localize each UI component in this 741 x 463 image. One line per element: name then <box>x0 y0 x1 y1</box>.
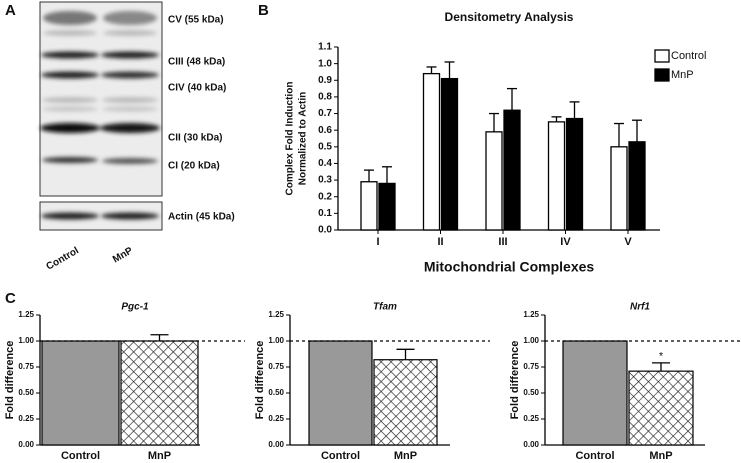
legend-swatch <box>654 68 670 82</box>
y-tick-label: 1.0 <box>318 58 332 69</box>
bar <box>120 340 199 446</box>
panel-label: C <box>5 290 16 307</box>
band-label: CI (20 kDa) <box>168 161 220 172</box>
panel-label: B <box>258 2 269 19</box>
x-tick-label: II <box>437 236 443 248</box>
band-label: CV (55 kDa) <box>168 15 224 26</box>
y-tick-label: 0.4 <box>318 158 332 169</box>
y-tick-label: 0.2 <box>318 191 332 202</box>
bar <box>41 340 120 446</box>
y-tick-label: 0.75 <box>18 362 34 371</box>
y-tick-label: 1.25 <box>523 310 539 319</box>
y-tick-label: 0.50 <box>18 388 34 397</box>
western-blot <box>39 1 163 231</box>
bar <box>440 77 459 231</box>
bar <box>373 359 438 446</box>
bar <box>547 121 566 231</box>
bar <box>565 117 584 231</box>
y-tick-label: 0.3 <box>318 175 332 186</box>
band-label: CIII (48 kDa) <box>168 57 225 68</box>
y-tick-label: 0.75 <box>523 362 539 371</box>
y-tick-label: 1.25 <box>268 310 284 319</box>
y-tick-label: 0.0 <box>318 225 332 236</box>
y-tick-label: 0.75 <box>268 362 284 371</box>
chart-title: Tfam <box>373 302 397 313</box>
y-tick-label: 0.00 <box>523 440 539 449</box>
y-axis-title: Normalized to Actin <box>298 92 309 186</box>
band-label: CII (30 kDa) <box>168 133 222 144</box>
bar <box>503 109 521 231</box>
y-tick-label: 0.00 <box>18 440 34 449</box>
y-tick-label: 0.50 <box>268 388 284 397</box>
chart-title: Pgc-1 <box>121 302 149 313</box>
x-tick-label: MnP <box>394 450 417 462</box>
bar <box>628 141 646 231</box>
lane-label: MnP <box>111 245 135 265</box>
y-tick-label: 0.50 <box>523 388 539 397</box>
x-tick-label: MnP <box>148 450 171 462</box>
y-tick-label: 1.00 <box>523 336 539 345</box>
y-tick-label: 0.7 <box>318 108 332 119</box>
y-tick-label: 0.25 <box>523 414 539 423</box>
x-tick-label: Control <box>321 450 360 462</box>
bar <box>628 370 694 446</box>
y-tick-label: 0.25 <box>268 414 284 423</box>
x-tick-label: MnP <box>649 450 672 462</box>
panel-label: A <box>5 2 16 19</box>
y-tick-label: 0.25 <box>18 414 34 423</box>
x-tick-label: Control <box>575 450 614 462</box>
band-label: CIV (40 kDa) <box>168 83 226 94</box>
bar <box>378 182 396 231</box>
y-tick-label: 0.1 <box>318 208 332 219</box>
bar <box>422 72 441 231</box>
y-tick-label: 0.00 <box>268 440 284 449</box>
bar <box>485 131 503 231</box>
bar <box>308 340 373 446</box>
y-axis-title: Complex Fold Induction <box>285 82 296 196</box>
lane-label: Control <box>45 245 81 272</box>
legend-label: Control <box>671 50 706 62</box>
y-axis-title: Fold difference <box>509 341 521 420</box>
chart-title: Nrf1 <box>630 302 650 313</box>
annotation: * <box>659 351 664 363</box>
y-axis-title: Fold difference <box>254 341 266 420</box>
y-tick-label: 0.5 <box>318 141 332 152</box>
bar <box>360 181 378 231</box>
y-tick-label: 0.9 <box>318 75 332 86</box>
bar <box>610 146 628 231</box>
y-tick-label: 0.6 <box>318 125 332 136</box>
legend-label: MnP <box>671 69 694 81</box>
y-tick-label: 1.00 <box>18 336 34 345</box>
chart-title: Densitometry Analysis <box>445 10 574 24</box>
bar <box>562 340 628 446</box>
x-tick-label: Control <box>61 450 100 462</box>
x-axis-title: Mitochondrial Complexes <box>424 259 595 275</box>
x-tick-label: V <box>624 236 632 248</box>
x-tick-label: IV <box>560 236 571 248</box>
x-tick-label: I <box>376 236 379 248</box>
y-tick-label: 1.1 <box>318 42 332 53</box>
y-tick-label: 1.25 <box>18 310 34 319</box>
band-label: Actin (45 kDa) <box>168 212 235 223</box>
y-tick-label: 1.00 <box>268 336 284 345</box>
y-axis-title: Fold difference <box>4 341 16 420</box>
y-tick-label: 0.8 <box>318 92 332 103</box>
x-tick-label: III <box>498 236 507 248</box>
legend-swatch <box>654 49 670 63</box>
